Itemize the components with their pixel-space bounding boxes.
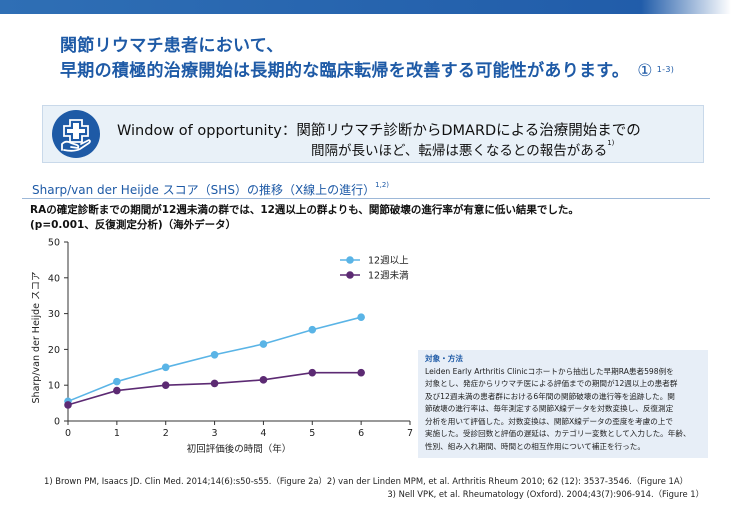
reference-line-2: 3) Nell VPK, et al. Rheumatology (Oxford… xyxy=(387,489,704,499)
series-line xyxy=(67,371,362,406)
chart-title-text: Sharp/van der Heijde スコア（SHS）の推移（X線上の進行） xyxy=(32,183,376,197)
window-of-opportunity-box xyxy=(42,105,704,163)
title-marker: ① xyxy=(637,61,653,81)
methods-note-line: 節破壊の進行率は、毎年測定する関節X線データを対数変換し、反復測定 xyxy=(425,404,674,413)
window-colon: ： xyxy=(281,123,297,139)
data-point xyxy=(308,325,317,334)
data-point xyxy=(210,350,219,359)
y-tick-label: 40 xyxy=(48,273,60,284)
x-tick-label: 6 xyxy=(358,428,364,439)
chart-description-line-1: RAの確定診断までの期間が12週未満の群では、12週以上の群よりも、関節破壊の進… xyxy=(30,204,579,216)
medical-care-hand-icon xyxy=(52,110,100,158)
chart-title-underline xyxy=(22,180,710,199)
data-point xyxy=(259,340,268,348)
data-point xyxy=(210,379,219,388)
methods-note-line: 対象とし、発症からリウマチ医による評価までの期間が12週以上の患者群 xyxy=(425,379,678,388)
window-line-1: Window of opportunity：関節リウマチ診断からDMARDによる… xyxy=(117,119,641,140)
data-point xyxy=(259,376,268,384)
data-point xyxy=(161,363,170,372)
data-point xyxy=(308,368,317,377)
data-point xyxy=(357,368,365,377)
chart-description-line-2: (p=0.001、反復測定分析)（海外データ） xyxy=(30,219,237,231)
methods-note-line: 及び12週未満の患者群における6年間の関節破壊の進行等を追跡した。関 xyxy=(425,391,675,401)
x-tick-label: 5 xyxy=(309,428,315,439)
data-point xyxy=(64,401,72,409)
y-tick-label: 50 xyxy=(48,238,60,249)
top-banner-fade xyxy=(641,0,731,14)
title-ref: 1-3) xyxy=(656,65,675,74)
y-tick-label: 0 xyxy=(54,417,60,428)
x-tick-label: 7 xyxy=(407,428,413,439)
window-line-2-text: 間隔が長いほど、転帰は悪くなるとの報告がある xyxy=(311,143,608,159)
data-point xyxy=(357,313,365,321)
x-axis-label: 初回評価後の時間（年） xyxy=(187,443,292,455)
x-tick-label: 3 xyxy=(212,428,218,439)
x-tick-label: 2 xyxy=(163,428,169,439)
reference-line-1: 1) Brown PM, Isaacs JD. Clin Med. 2014;1… xyxy=(44,476,688,486)
data-point xyxy=(113,377,121,386)
x-tick-label: 0 xyxy=(65,428,71,439)
methods-note-line: 性別、組み入れ期間、時間との相互作用について補正を行った。 xyxy=(425,441,645,451)
chart-title: Sharp/van der Heijde スコア（SHS）の推移（X線上の進行）… xyxy=(32,181,389,198)
title-line-2-text: 早期の積極的治療開始は長期的な臨床転帰を改善する可能性があります。 xyxy=(60,61,630,81)
methods-note-title: 対象・方法 xyxy=(425,354,463,363)
y-tick-label: 30 xyxy=(48,309,60,320)
title-line-2: 早期の積極的治療開始は長期的な臨床転帰を改善する可能性があります。 ① 1-3) xyxy=(60,59,674,84)
window-line-1-text: 関節リウマチ診断からDMARDによる治療開始までの xyxy=(296,123,641,139)
y-tick-label: 20 xyxy=(48,345,60,356)
window-line-2-ref: 1) xyxy=(607,139,615,147)
x-tick-label: 4 xyxy=(260,428,266,439)
legend-marker xyxy=(346,256,354,264)
window-heading: Window of opportunity xyxy=(117,123,282,139)
legend-label: 12週以上 xyxy=(368,255,409,267)
methods-note-line: 実施した。受診回数と評価の遅延は、カテゴリー変数として入力した。年齢、 xyxy=(425,429,691,438)
y-axis-label: Sharp/van der Heijde スコア xyxy=(31,272,42,404)
top-banner xyxy=(0,0,731,14)
title-line-1: 関節リウマチ患者において、 xyxy=(60,36,284,56)
y-tick-label: 10 xyxy=(48,381,60,392)
x-tick-label: 1 xyxy=(114,428,120,439)
window-line-2: 間隔が長いほど、転帰は悪くなるとの報告がある1) xyxy=(311,139,614,159)
data-point xyxy=(161,381,170,390)
legend-marker xyxy=(346,271,354,279)
legend-label: 12週未満 xyxy=(368,270,409,282)
methods-note-line: 分析を用いて評価した。対数変換は、関節X線データの歪度を考慮の上で xyxy=(425,416,673,426)
chart-title-ref: 1,2) xyxy=(375,181,390,189)
chart-description: RAの確定診断までの期間が12週未満の群では、12週以上の群よりも、関節破壊の進… xyxy=(30,203,579,233)
data-point xyxy=(113,386,121,395)
methods-note-line: Leiden Early Arthritis Clinicコホートから抽出した早… xyxy=(425,366,674,376)
methods-note: 対象・方法 Leiden Early Arthritis Clinicコホートか… xyxy=(418,350,708,458)
series-line xyxy=(67,316,362,403)
page-title: 関節リウマチ患者において、 早期の積極的治療開始は長期的な臨床転帰を改善する可能… xyxy=(60,34,674,84)
